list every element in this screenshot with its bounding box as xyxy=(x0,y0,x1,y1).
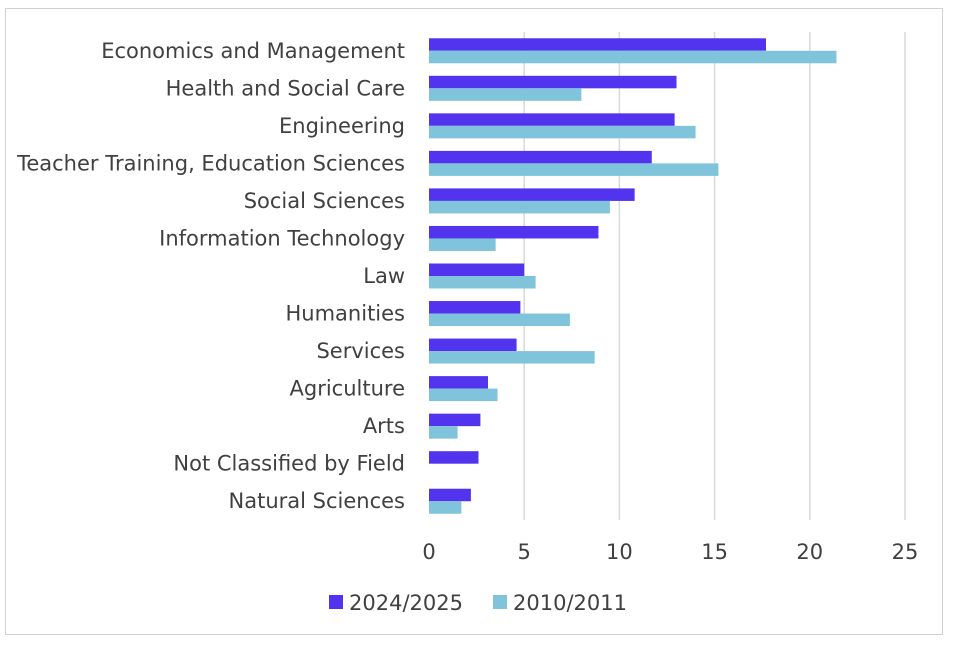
category-label-not-classified-by-field: Not Classified by Field xyxy=(173,452,405,476)
bar-2010-2011-law xyxy=(429,276,536,289)
bar-2024-2025-social-sciences xyxy=(429,188,635,201)
category-labels: Economics and Management Health and Socia… xyxy=(16,39,405,513)
category-label-services: Services xyxy=(316,339,405,363)
category-label-economics-and-management: Economics and Management xyxy=(101,39,405,63)
bars xyxy=(429,38,837,514)
bar-2024-2025-not-classified-by-field xyxy=(429,451,479,464)
bar-2024-2025-humanities xyxy=(429,301,521,314)
bar-2010-2011-agriculture xyxy=(429,388,498,402)
bar-2010-2011-arts xyxy=(429,426,458,439)
bar-2024-2025-health-and-social-care xyxy=(429,75,677,89)
category-label-agriculture: Agriculture xyxy=(290,377,406,401)
category-label-arts: Arts xyxy=(363,414,405,438)
x-tick-label: 25 xyxy=(892,540,919,564)
category-label-law: Law xyxy=(363,264,405,288)
category-label-humanities: Humanities xyxy=(286,302,406,326)
category-label-social-sciences: Social Sciences xyxy=(244,189,405,213)
bar-2010-2011-services xyxy=(429,351,595,364)
category-label-health-and-social-care: Health and Social Care xyxy=(166,76,405,100)
legend-label-2010-2011: 2010/2011 xyxy=(513,591,627,615)
bar-2024-2025-arts xyxy=(429,413,481,427)
category-label-teacher-training-education-sciences: Teacher Training, Education Sciences xyxy=(16,151,405,175)
x-tick-label: 10 xyxy=(606,540,633,564)
bar-2024-2025-economics-and-management xyxy=(429,38,767,51)
bar-2010-2011-information-technology xyxy=(429,238,496,251)
bar-2024-2025-engineering xyxy=(429,113,675,126)
legend-swatch-2010-2011 xyxy=(493,595,507,609)
bar-2010-2011-economics-and-management xyxy=(429,50,837,64)
bar-2024-2025-information-technology xyxy=(429,225,599,239)
bar-2024-2025-services xyxy=(429,338,517,352)
bar-2010-2011-teacher-training-education-sciences xyxy=(429,163,719,176)
gridlines xyxy=(523,32,906,520)
bar-2010-2011-social-sciences xyxy=(429,200,610,214)
bar-2010-2011-engineering xyxy=(429,125,696,139)
bar-2010-2011-humanities xyxy=(429,313,570,327)
bar-2024-2025-natural-sciences xyxy=(429,488,471,502)
legend: 2024/2025 2010/2011 xyxy=(329,591,627,615)
bar-2024-2025-agriculture xyxy=(429,376,489,389)
x-tick-label: 15 xyxy=(701,540,728,564)
bar-2010-2011-health-and-social-care xyxy=(429,88,582,101)
x-tick-label: 20 xyxy=(796,540,823,564)
bar-2024-2025-teacher-training-education-sciences xyxy=(429,150,652,164)
bar-2024-2025-law xyxy=(429,263,525,276)
x-tick-label: 5 xyxy=(518,540,531,564)
legend-label-2024-2025: 2024/2025 xyxy=(349,591,463,615)
bar-2010-2011-natural-sciences xyxy=(429,501,462,514)
x-tick-label: 0 xyxy=(422,540,435,564)
x-axis-tick-labels: 0 5 10 15 20 25 xyxy=(422,540,918,564)
category-label-natural-sciences: Natural Sciences xyxy=(229,489,405,513)
category-label-information-technology: Information Technology xyxy=(159,226,405,250)
category-label-engineering: Engineering xyxy=(279,114,405,138)
legend-swatch-2024-2025 xyxy=(329,595,343,609)
